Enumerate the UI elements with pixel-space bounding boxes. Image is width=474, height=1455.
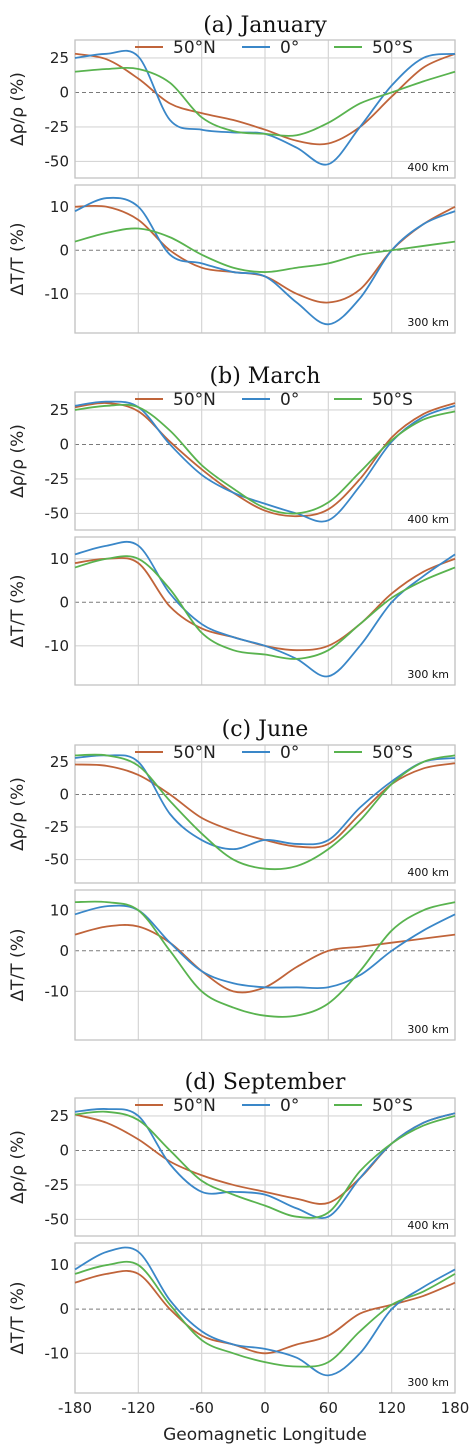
x-tick-label: 180 [441,1399,470,1417]
y-tick-label: 10 [50,198,69,216]
y-axis-label: ΔT/T (%) [8,223,28,296]
legend-label-0: 0° [280,1096,299,1116]
legend-label-50S: 50°S [372,390,413,410]
y-axis-label: Δρ/ρ (%) [8,72,28,146]
panel-title: (c) June [222,717,309,742]
y-tick-label: -25 [45,118,70,136]
axes-frame [74,39,456,179]
panel-title: (d) September [185,1070,346,1095]
panel-4: 10 0 -10 ΔT/T (%) 300 km [8,536,456,686]
x-axis-label: Geomagnetic Longitude [163,1425,367,1445]
y-tick-label: 25 [50,753,69,771]
axes-frame [74,1097,456,1237]
y-axis-label: Δρ/ρ (%) [8,1130,28,1204]
y-tick-label: -10 [45,982,70,1000]
legend-label-50S: 50°S [372,743,413,763]
panel-1: (a) January 25 0 -25 -50 Δρ/ρ (%) 400 km 50°N 0°… [8,13,456,179]
panel-8: 10 0 -10 ΔT/T (%) 300 km -180 -120 -60 0 60 120 180 [8,1242,470,1417]
legend-label-50S: 50°S [372,1096,413,1116]
legend-label-50N: 50°N [173,1096,216,1116]
panel-7: (d) September 25 0 -25 -50 Δρ/ρ (%) 400 km 50°N… [8,1070,456,1237]
y-axis-label: ΔT/T (%) [8,929,28,1002]
altitude-annotation: 300 km [407,1376,449,1389]
y-tick-label: -25 [45,1176,70,1194]
legend-label-50N: 50°N [173,390,216,410]
y-tick-label: 0 [59,593,69,611]
y-tick-label: 10 [50,1256,69,1274]
y-tick-label: 25 [50,49,69,67]
altitude-annotation: 400 km [407,866,449,879]
y-tick-label: 0 [59,1300,69,1318]
y-tick-label: 25 [50,1107,69,1125]
axes-frame [74,1242,456,1394]
panel-6: 10 0 -10 ΔT/T (%) 300 km [8,889,456,1041]
legend-label-0: 0° [280,743,299,763]
panel-2: 10 0 -10 ΔT/T (%) 300 km [8,184,456,334]
legend-label-0: 0° [280,38,299,58]
y-tick-label: -50 [45,851,70,869]
y-tick-label: 0 [59,241,69,259]
y-tick-label: 0 [59,785,69,803]
y-tick-label: 0 [59,435,69,453]
legend-label-50N: 50°N [173,38,216,58]
axes-frame [74,889,456,1041]
y-tick-label: 10 [50,550,69,568]
y-tick-label: 0 [59,1141,69,1159]
legend-label-50N: 50°N [173,743,216,763]
y-tick-label: -25 [45,818,70,836]
altitude-annotation: 400 km [407,161,449,174]
x-tick-label: 60 [319,1399,338,1417]
x-tick-label: -60 [189,1399,214,1417]
y-tick-label: -50 [45,504,70,522]
y-tick-label: -50 [45,1210,70,1228]
altitude-annotation: 300 km [407,1023,449,1036]
panel-title: (b) March [210,364,321,389]
legend-label-50S: 50°S [372,38,413,58]
y-axis-label: ΔT/T (%) [8,575,28,648]
x-tick-label: 120 [377,1399,406,1417]
y-tick-label: -50 [45,152,70,170]
y-axis-label: Δρ/ρ (%) [8,424,28,498]
legend-label-0: 0° [280,390,299,410]
panel-title: (a) January [203,13,327,38]
y-axis-label: Δρ/ρ (%) [8,777,28,851]
y-tick-label: 0 [59,942,69,960]
axes-frame [74,391,456,531]
panel-5: (c) June 25 0 -25 -50 Δρ/ρ (%) 400 km 50°N 0° 50°… [8,717,456,884]
y-tick-label: -10 [45,285,70,303]
axes-frame [74,744,456,884]
y-tick-label: 25 [50,401,69,419]
axes-frame [74,536,456,686]
x-tick-label: -180 [58,1399,92,1417]
altitude-annotation: 400 km [407,1219,449,1232]
y-tick-label: -10 [45,1344,70,1362]
axes-frame [74,184,456,334]
y-tick-label: 10 [50,901,69,919]
y-tick-label: -10 [45,637,70,655]
y-tick-label: -25 [45,470,70,488]
y-tick-label: 0 [59,83,69,101]
panel-3: (b) March 25 0 -25 -50 Δρ/ρ (%) 400 km 50°N 0° 50… [8,364,456,531]
altitude-annotation: 300 km [407,668,449,681]
altitude-annotation: 300 km [407,316,449,329]
x-tick-label: -120 [121,1399,155,1417]
altitude-annotation: 400 km [407,513,449,526]
x-tick-label: 0 [260,1399,270,1417]
y-axis-label: ΔT/T (%) [8,1282,28,1355]
